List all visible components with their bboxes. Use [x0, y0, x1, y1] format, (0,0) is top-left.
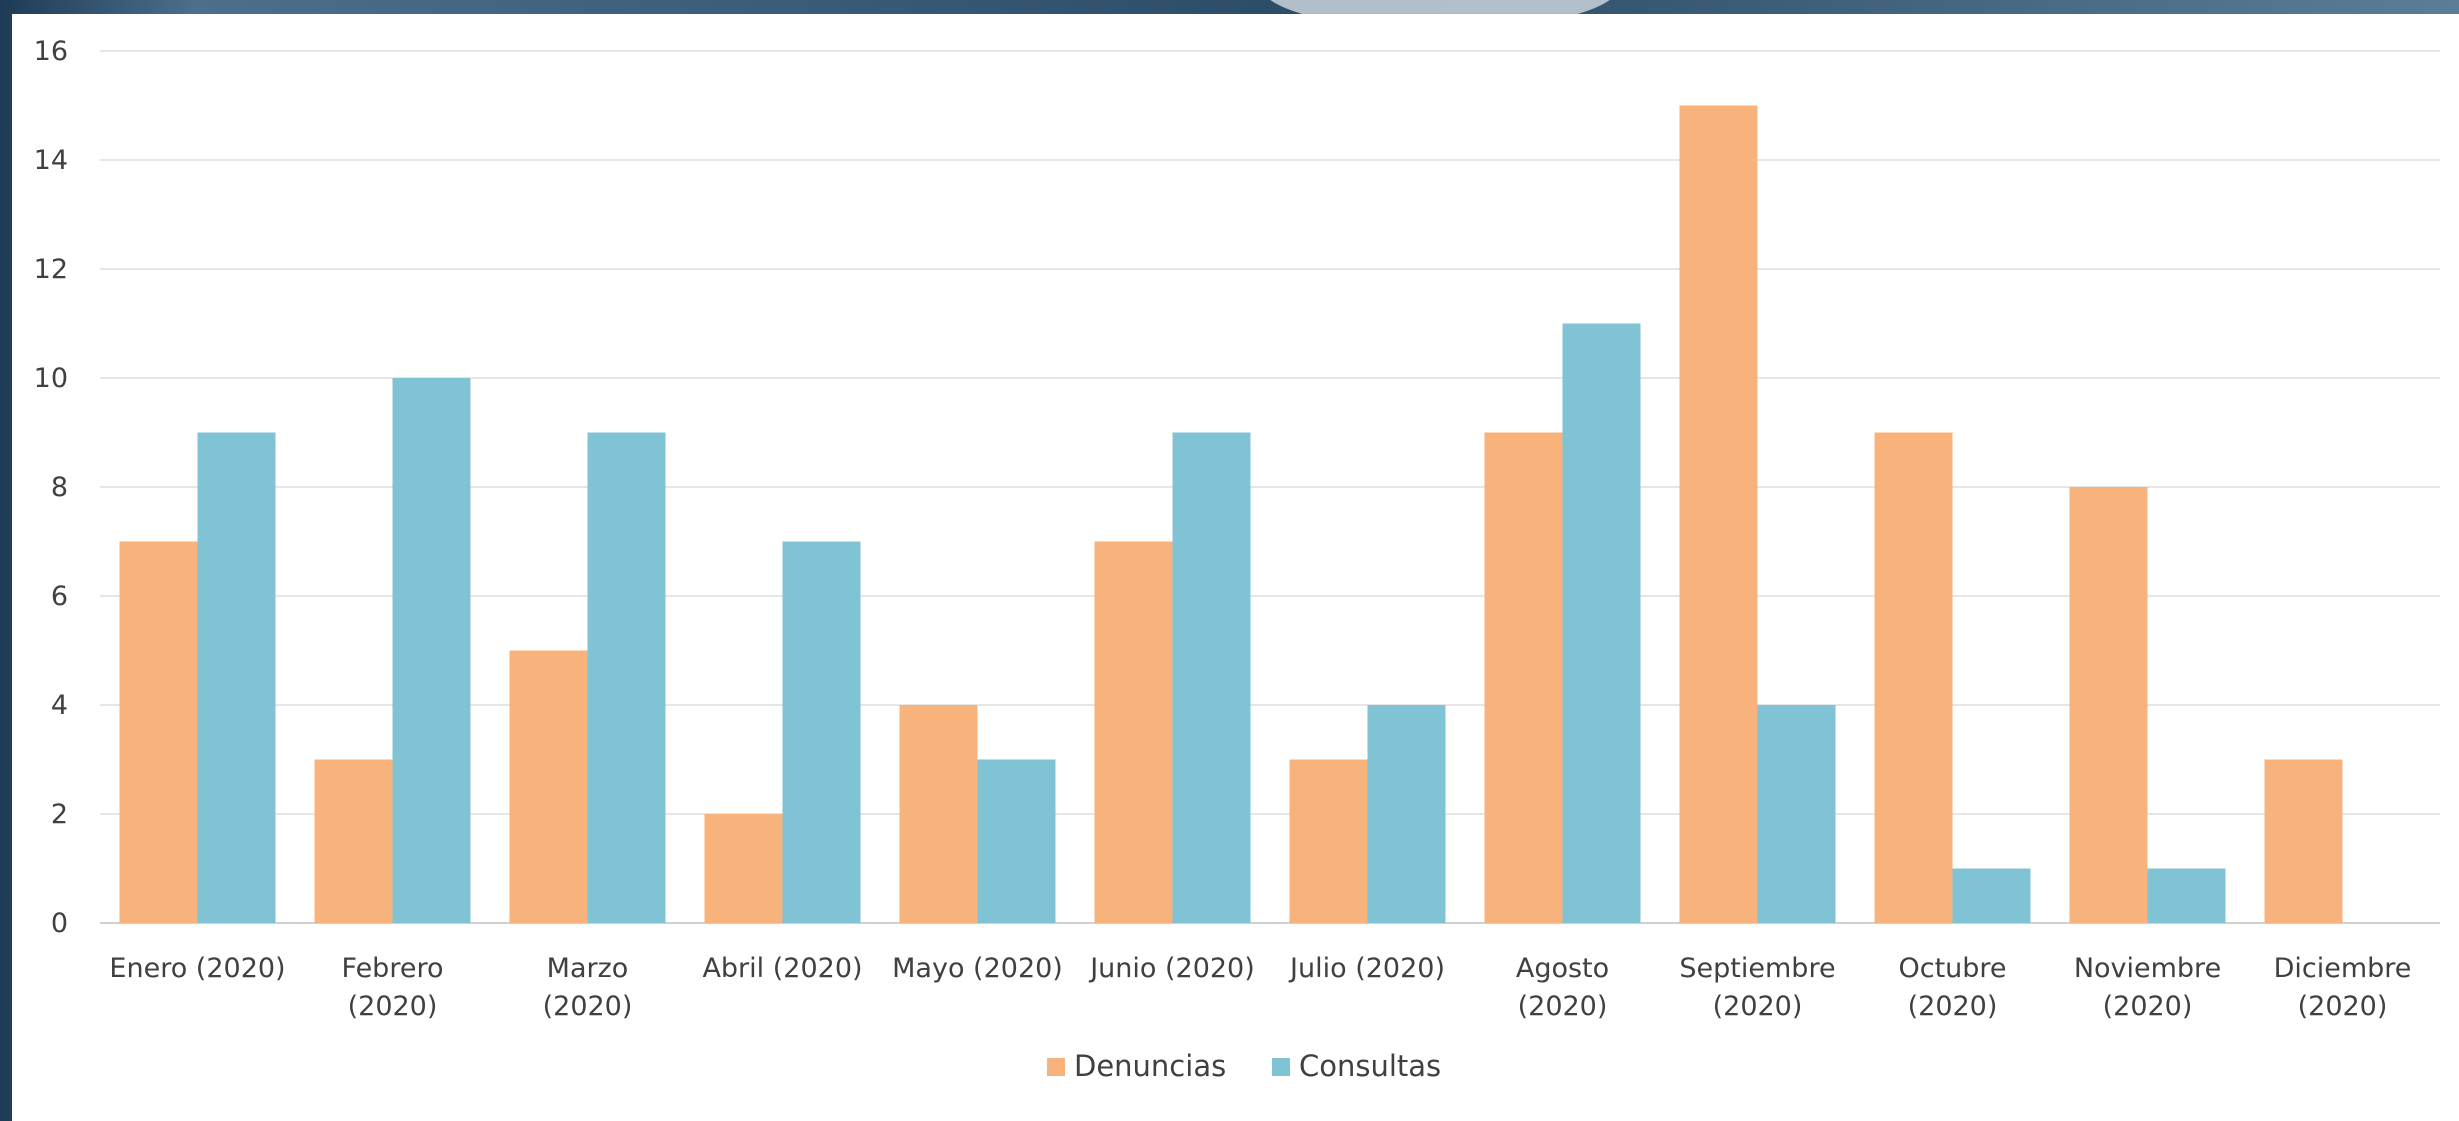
x-tick-label: Abril (2020) [702, 953, 862, 984]
x-tick-line: Marzo [547, 953, 629, 984]
x-tick-line: (2020) [348, 991, 438, 1022]
legend-label: Consultas [1299, 1049, 1441, 1083]
x-tick-line: (2020) [2298, 991, 2388, 1022]
x-tick-line: Junio (2020) [1088, 953, 1255, 984]
x-tick-line: Abril (2020) [702, 953, 862, 984]
y-tick-label: 0 [51, 908, 68, 939]
x-tick-line: Diciembre [2274, 953, 2412, 984]
legend-label: Denuncias [1074, 1049, 1226, 1083]
x-tick-label: Febrero (2020) [342, 953, 444, 1022]
bar-denuncias [2069, 487, 2148, 923]
bar-consultas [1952, 868, 2031, 923]
x-tick-line: Septiembre [1679, 953, 1835, 984]
bar-denuncias [1484, 432, 1563, 923]
bar-denuncias [1094, 541, 1173, 923]
x-tick-label: Julio (2020) [1288, 953, 1445, 984]
bar-denuncias [1874, 432, 1953, 923]
bar-consultas [1172, 432, 1251, 923]
x-tick-line: (2020) [1518, 991, 1608, 1022]
x-tick-line: Octubre [1898, 953, 2006, 984]
legend-swatch [1272, 1058, 1290, 1076]
x-tick-line: Mayo (2020) [892, 953, 1063, 984]
x-tick-line: (2020) [1713, 991, 1803, 1022]
bar-consultas [1562, 323, 1641, 923]
bar-consultas [1367, 705, 1446, 923]
x-tick-label: Septiembre (2020) [1679, 953, 1835, 1022]
bar-consultas [587, 432, 666, 923]
x-tick-label: Marzo (2020) [543, 953, 633, 1022]
x-tick-line: Noviembre [2074, 953, 2221, 984]
y-tick-label: 2 [51, 799, 68, 830]
bar-denuncias [314, 759, 393, 923]
bar-denuncias [2264, 759, 2343, 923]
legend-swatch [1047, 1058, 1065, 1076]
bar-consultas [782, 541, 861, 923]
y-tick-label: 6 [51, 581, 68, 612]
bar-denuncias [119, 541, 198, 923]
y-tick-label: 10 [34, 363, 68, 394]
y-tick-label: 4 [51, 690, 68, 721]
x-tick-label: Enero (2020) [109, 953, 285, 984]
x-tick-label: Noviembre (2020) [2074, 953, 2221, 1022]
x-tick-line: Febrero [342, 953, 444, 984]
bar-consultas [392, 378, 471, 923]
x-tick-label: Junio (2020) [1088, 953, 1255, 984]
bar-consultas [1757, 705, 1836, 923]
x-tick-line: (2020) [1908, 991, 1998, 1022]
y-tick-label: 16 [34, 36, 68, 67]
bar-denuncias [1289, 759, 1368, 923]
bar-consultas [197, 432, 276, 923]
x-tick-line: Julio (2020) [1288, 953, 1445, 984]
bar-denuncias [704, 814, 783, 923]
x-tick-label: Agosto (2020) [1516, 953, 1609, 1022]
x-tick-label: Diciembre (2020) [2274, 953, 2412, 1022]
x-tick-line: (2020) [2103, 991, 2193, 1022]
bar-denuncias [509, 650, 588, 923]
bar-consultas [977, 759, 1056, 923]
chart-panel: 0 2 4 6 8 10 12 14 16 Enero (2020) Febrero (2020) Ma… [12, 14, 2459, 1121]
x-tick-label: Octubre (2020) [1898, 953, 2006, 1022]
x-tick-line: Enero (2020) [109, 953, 285, 984]
x-tick-line: (2020) [543, 991, 633, 1022]
x-tick-label: Mayo (2020) [892, 953, 1063, 984]
x-tick-line: Agosto [1516, 953, 1609, 984]
y-tick-label: 8 [51, 472, 68, 503]
y-tick-label: 12 [34, 254, 68, 285]
y-tick-label: 14 [34, 145, 68, 176]
bar-denuncias [1679, 105, 1758, 923]
bar-denuncias [899, 705, 978, 923]
bar-consultas [2147, 868, 2226, 923]
